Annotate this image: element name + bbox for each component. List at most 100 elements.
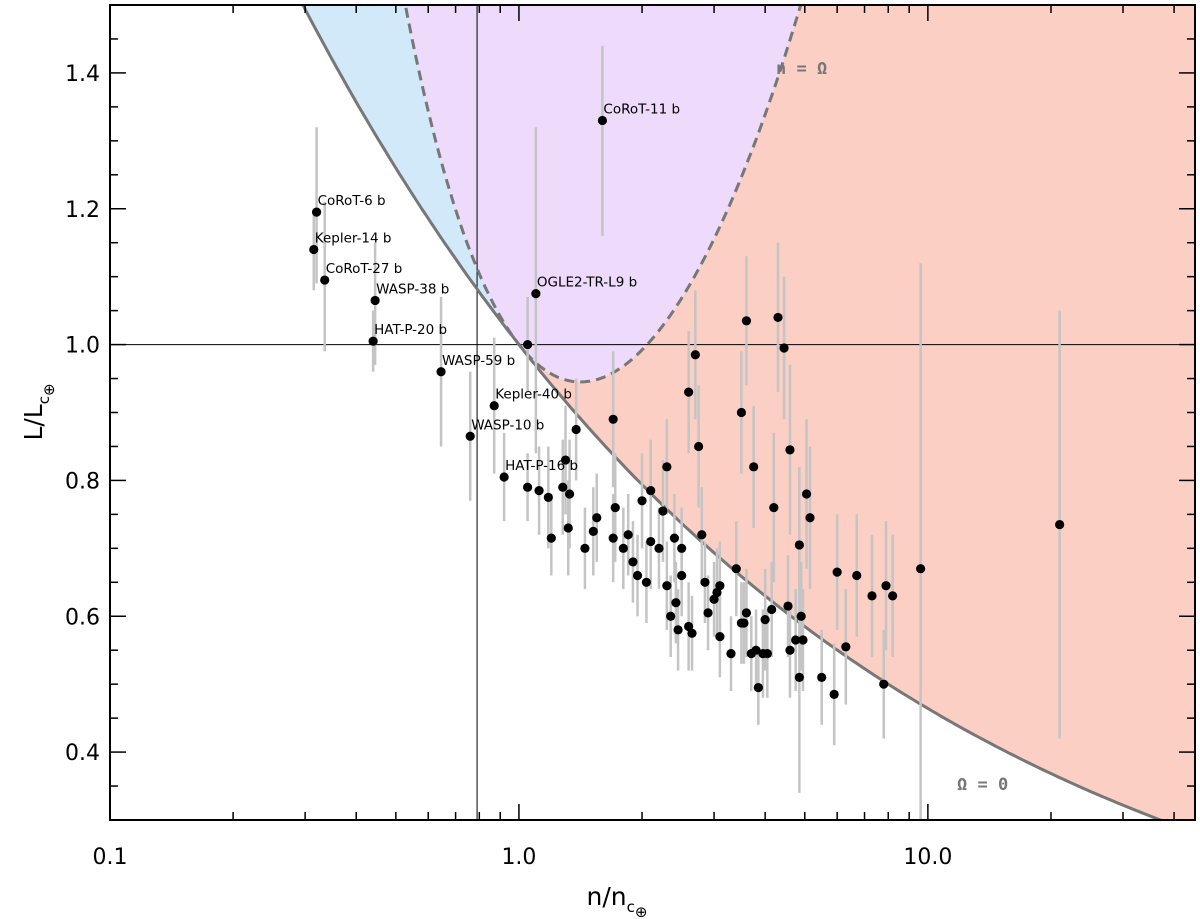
x-tick-label-1: 1.0: [501, 845, 536, 870]
point-label-8: Kepler-40 b: [495, 387, 572, 403]
x-tick-label-2: 10.0: [903, 845, 952, 870]
data-point-54: [749, 462, 759, 472]
data-point-2: [534, 486, 544, 496]
data-point-55: [751, 645, 761, 655]
labeled-point-10: [499, 472, 509, 482]
labeled-point-9: [465, 431, 475, 441]
data-point-21: [641, 577, 652, 587]
data-point-66: [785, 445, 795, 455]
data-point-33: [677, 570, 687, 581]
data-point-41: [703, 608, 713, 618]
axis-ticks: [109, 4, 1195, 821]
y-axis-title: L/Lc⊕: [19, 383, 58, 440]
data-point-29: [669, 533, 680, 543]
salmon-region: [518, 5, 1195, 820]
data-point-83: [916, 564, 926, 574]
data-point-78: [852, 570, 862, 581]
data-point-24: [654, 543, 664, 553]
data-point-47: [731, 564, 741, 574]
labeled-point-7: [436, 367, 446, 377]
data-point-67: [791, 635, 801, 645]
data-point-12: [592, 513, 602, 523]
y-tick-label-1: 0.6: [65, 605, 100, 630]
data-point-34: [684, 621, 694, 632]
labeled-point-3: [320, 275, 330, 285]
point-label-7: WASP-59 b: [442, 353, 515, 369]
data-point-36: [684, 387, 694, 397]
y-tick-label-4: 1.2: [65, 198, 100, 223]
data-point-65: [785, 645, 795, 655]
point-label-5: OGLE2-TR-L9 b: [537, 275, 637, 291]
labeled-point-2: [309, 244, 319, 255]
data-point-8: [563, 523, 573, 533]
data-point-80: [879, 679, 889, 689]
data-point-38: [693, 441, 704, 452]
point-label-3: CoRoT-27 b: [326, 261, 403, 277]
data-point-35: [687, 628, 697, 638]
data-point-75: [829, 689, 839, 699]
data-point-6: [560, 455, 571, 465]
data-point-27: [662, 581, 672, 591]
data-point-23: [646, 536, 656, 547]
data-point-1: [523, 482, 533, 492]
data-point-5: [558, 482, 568, 492]
data-point-77: [841, 642, 851, 652]
data-point-68: [794, 540, 804, 550]
data-point-3: [543, 492, 553, 502]
data-point-46: [726, 649, 736, 659]
data-point-25: [658, 506, 668, 516]
data-point-19: [632, 570, 643, 581]
labeled-point-8: [489, 401, 499, 411]
y-tick-label-0: 0.4: [65, 741, 100, 766]
point-label-4: WASP-38 b: [376, 281, 449, 297]
data-point-13: [608, 414, 618, 424]
omega-zero-curve: [301, 5, 1165, 820]
data-point-70: [796, 611, 806, 621]
data-point-44: [715, 581, 725, 591]
labeled-point-0: [597, 115, 608, 126]
y-tick-label-3: 1.0: [65, 334, 100, 359]
data-point-74: [817, 672, 827, 682]
data-point-14: [610, 502, 620, 513]
x-tick-label-0: 0.1: [93, 845, 128, 870]
data-point-37: [690, 350, 700, 360]
point-label-2: Kepler-14 b: [315, 231, 392, 247]
data-point-71: [798, 635, 808, 645]
data-point-16: [618, 543, 628, 553]
data-point-15: [608, 533, 618, 543]
data-point-58: [760, 615, 770, 625]
curve-label-lower: Ω = 0: [957, 775, 1008, 795]
data-point-56: [753, 682, 763, 693]
data-point-60: [767, 604, 777, 615]
data-point-50: [739, 618, 749, 628]
labeled-point-4: [370, 295, 380, 306]
data-point-32: [677, 543, 687, 553]
data-point-0: [523, 339, 533, 350]
x-axis-title: n/nc⊕: [587, 882, 648, 919]
data-point-45: [715, 632, 725, 642]
point-label-10: HAT-P-16 b: [505, 458, 578, 474]
data-point-59: [762, 649, 772, 659]
curve-label-upper: n = Ω: [776, 59, 827, 79]
data-point-30: [671, 598, 681, 608]
point-label-9: WASP-10 b: [471, 417, 544, 433]
n-equals-omega-curve: [403, 5, 803, 384]
data-point-76: [832, 567, 842, 577]
data-point-39: [697, 530, 707, 540]
data-points: [309, 115, 1065, 699]
data-point-52: [741, 608, 752, 618]
data-point-9: [571, 424, 581, 435]
data-point-20: [637, 496, 647, 506]
data-point-73: [805, 513, 815, 523]
data-point-22: [646, 486, 656, 496]
data-point-40: [700, 577, 710, 587]
labeled-point-1: [311, 207, 322, 217]
y-tick-label-5: 1.4: [65, 62, 100, 87]
point-label-6: HAT-P-20 b: [374, 322, 447, 338]
data-point-10: [580, 543, 590, 553]
data-point-4: [546, 533, 556, 543]
data-point-17: [623, 530, 633, 540]
data-point-84: [1055, 519, 1065, 530]
point-labels: CoRoT-11 b CoRoT-6 b Kepler-14 b CoRoT-27 b…: [315, 101, 680, 474]
